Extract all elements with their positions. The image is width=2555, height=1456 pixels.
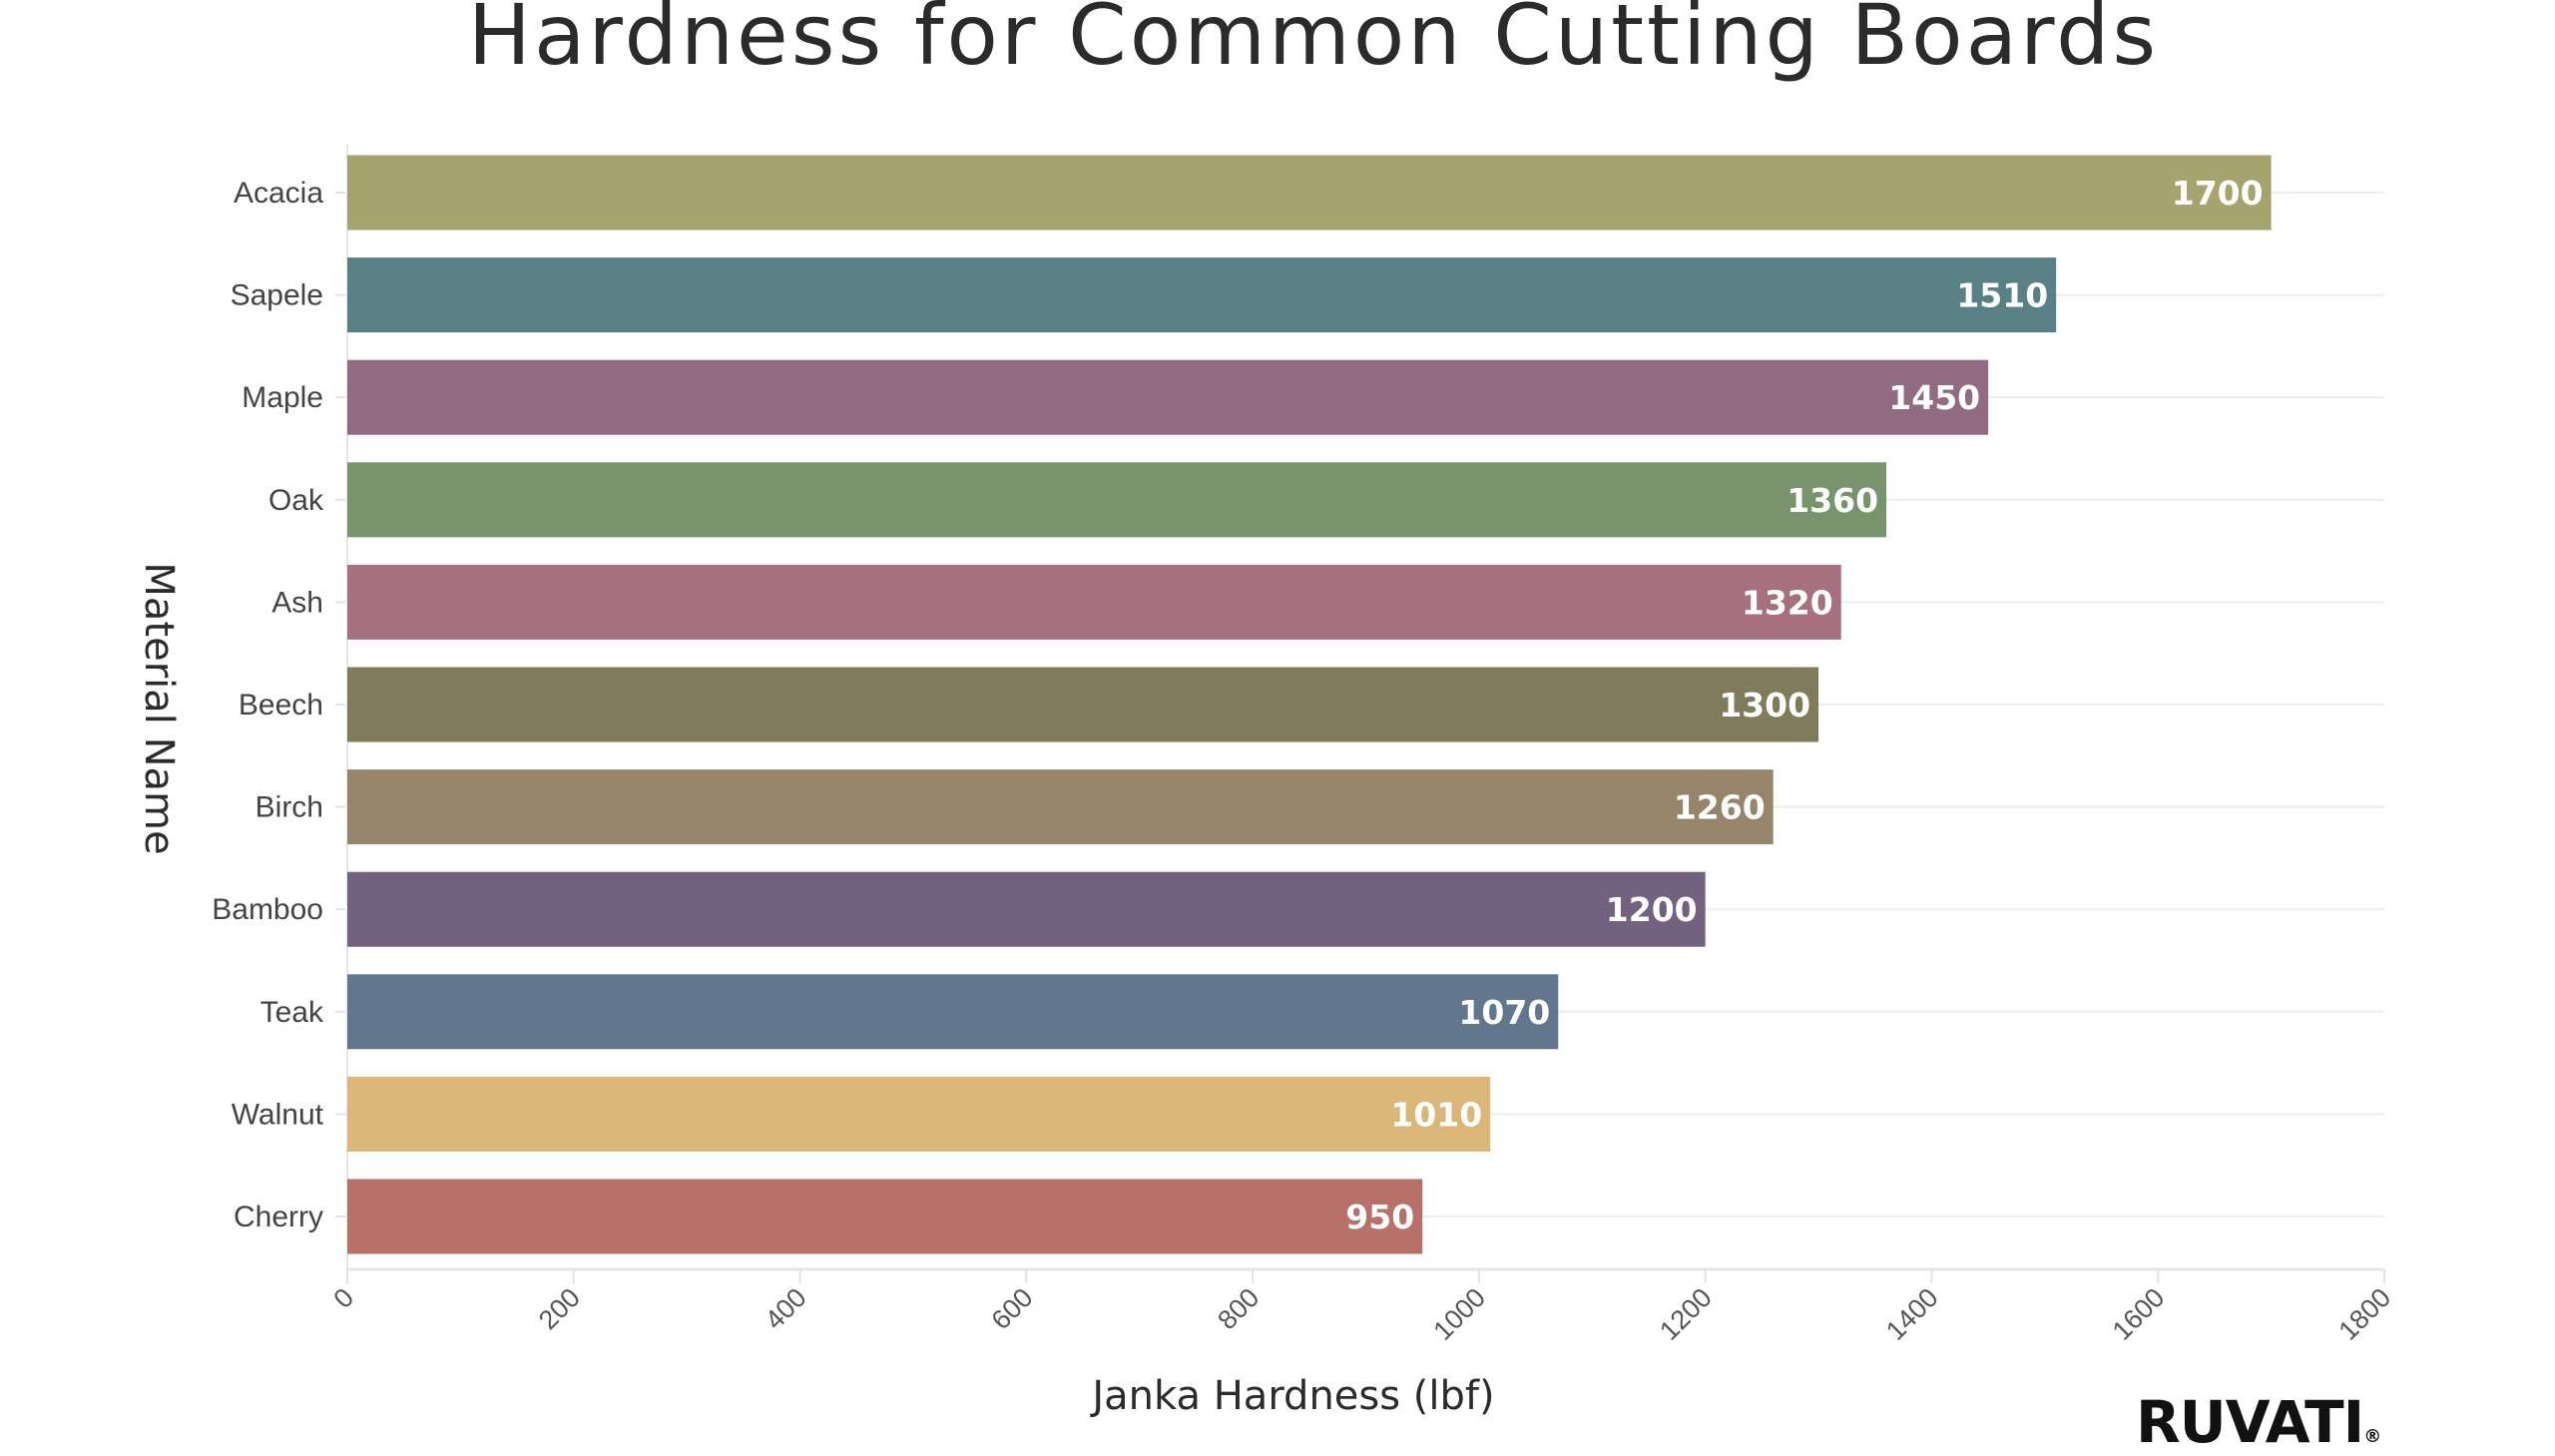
x-tick-label: 0 <box>327 1282 359 1314</box>
data-label: 1260 <box>1674 788 1766 827</box>
category-label: Oak <box>268 484 324 517</box>
category-label: Cherry <box>234 1201 323 1233</box>
x-axis-title: Janka Hardness (lbf) <box>1089 1373 1494 1419</box>
data-label: 1200 <box>1606 890 1698 929</box>
x-tick-label: 1600 <box>2107 1282 2171 1346</box>
bar-sapele <box>347 257 2057 333</box>
bar-acacia <box>347 155 2272 231</box>
ruvati-logo: RUVATI® <box>2136 1388 2381 1456</box>
category-label: Birch <box>256 791 323 824</box>
data-label: 1360 <box>1787 481 1878 520</box>
bar-ash <box>347 564 1841 640</box>
chart-title: Hardness for Common Cutting Boards <box>468 0 2159 84</box>
x-tick-label: 800 <box>1212 1282 1265 1335</box>
bar-beech <box>347 667 1819 742</box>
category-label: Sapele <box>231 279 323 312</box>
category-label: Teak <box>260 996 324 1029</box>
x-tick-label: 1800 <box>2333 1282 2397 1346</box>
x-tick-label: 400 <box>760 1282 812 1335</box>
x-tick-label: 1200 <box>1654 1282 1718 1346</box>
data-label: 1450 <box>1888 378 1980 417</box>
category-label: Bamboo <box>212 893 323 926</box>
data-label: 1010 <box>1390 1095 1482 1134</box>
x-tick-label: 1000 <box>1427 1282 1491 1346</box>
y-axis-title: Material Name <box>136 562 182 854</box>
bar-teak <box>347 974 1559 1050</box>
x-tick-label: 200 <box>533 1282 586 1335</box>
bar-birch <box>347 769 1774 845</box>
category-label: Beech <box>239 689 323 722</box>
data-label: 1070 <box>1458 993 1550 1032</box>
data-label: 950 <box>1345 1198 1414 1236</box>
data-label: 1320 <box>1742 583 1833 622</box>
bar-bamboo <box>347 871 1706 947</box>
bar-oak <box>347 462 1887 538</box>
data-label: 1510 <box>1956 276 2048 315</box>
data-label: 1300 <box>1719 686 1810 725</box>
category-label: Walnut <box>232 1098 324 1131</box>
bar-maple <box>347 359 1989 435</box>
x-tick-label: 1400 <box>1880 1282 1944 1346</box>
data-label: 1700 <box>2172 174 2264 213</box>
category-label: Acacia <box>234 177 323 210</box>
x-tick-label: 600 <box>985 1282 1038 1335</box>
bar-cherry <box>347 1179 1423 1254</box>
category-label: Maple <box>242 381 323 414</box>
bar-walnut <box>347 1076 1491 1152</box>
category-label: Ash <box>271 586 323 619</box>
